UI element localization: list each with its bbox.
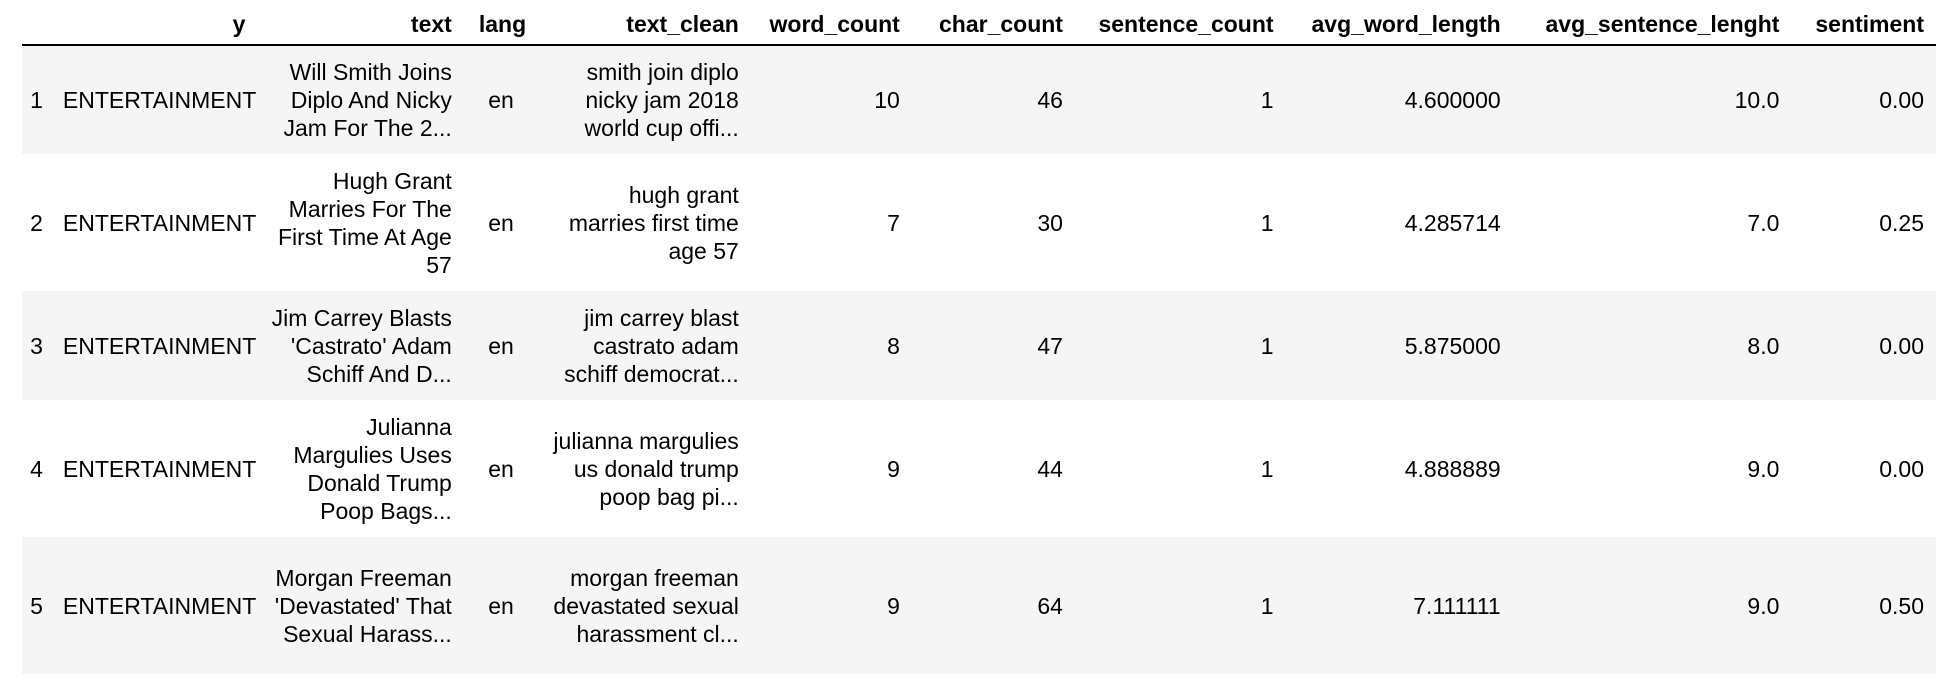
cell-sentence-count: 1: [1260, 592, 1274, 619]
header-text: text: [257, 0, 464, 46]
cell-avg-sentence-lenght: 9.0: [1747, 592, 1780, 619]
table-row: 1 ENTERTAINMENT Will Smith Joins Diplo A…: [22, 45, 1936, 154]
cell-text: Julianna Margulies Uses Donald Trump Poo…: [293, 413, 452, 524]
cell-word-count: 9: [887, 455, 900, 482]
cell-char-count: 64: [1037, 592, 1063, 619]
cell-text: Morgan Freeman 'Devastated' That Sexual …: [274, 564, 452, 647]
cell-word-count: 9: [887, 592, 900, 619]
row-index: 4: [30, 455, 43, 482]
cell-avg-word-length: 4.285714: [1404, 209, 1501, 236]
table-row: 5 ENTERTAINMENT Morgan Freeman 'Devastat…: [22, 537, 1936, 674]
cell-lang: en: [488, 332, 514, 359]
cell-avg-sentence-lenght: 9.0: [1747, 455, 1780, 482]
row-index: 2: [30, 209, 43, 236]
cell-text-clean: jim carrey blast castrato adam schiff de…: [564, 304, 739, 387]
cell-avg-sentence-lenght: 10.0: [1734, 87, 1780, 113]
cell-avg-word-length: 4.600000: [1404, 87, 1501, 113]
cell-text-clean: morgan freeman devastated sexual harassm…: [553, 564, 739, 647]
cell-text: Will Smith Joins Diplo And Nicky Jam For…: [283, 59, 452, 141]
cell-text: Jim Carrey Blasts 'Castrato' Adam Schiff…: [271, 304, 452, 387]
cell-word-count: 7: [887, 209, 900, 236]
header-lang: lang: [463, 0, 539, 46]
cell-lang: en: [488, 209, 514, 236]
header-avg-sentence-lenght: avg_sentence_lenght: [1512, 0, 1792, 46]
dataframe-table: y text lang text_clean word_count char_c…: [22, 0, 1936, 674]
header-y: y: [50, 0, 258, 46]
cell-char-count: 30: [1037, 209, 1063, 236]
header-avg-word-length: avg_word_length: [1285, 0, 1513, 46]
cell-text-clean: smith join diplo nicky jam 2018 world cu…: [584, 59, 739, 141]
header-row: y text lang text_clean word_count char_c…: [22, 0, 1936, 46]
cell-lang: en: [488, 87, 514, 113]
cell-text-clean: hugh grant marries first time age 57: [568, 181, 739, 264]
cell-text: Hugh Grant Marries For The First Time At…: [277, 167, 452, 278]
table-body: 1 ENTERTAINMENT Will Smith Joins Diplo A…: [22, 45, 1936, 674]
cell-avg-word-length: 7.111111: [1413, 592, 1501, 619]
cell-y: ENTERTAINMENT: [62, 455, 257, 482]
header-word-count: word_count: [750, 0, 912, 46]
header-sentence-count: sentence_count: [1074, 0, 1286, 46]
cell-avg-word-length: 4.888889: [1404, 455, 1501, 482]
table-row: 4 ENTERTAINMENT Julianna Margulies Uses …: [22, 400, 1936, 537]
cell-char-count: 44: [1037, 455, 1063, 482]
cell-sentence-count: 1: [1260, 209, 1274, 236]
header-char-count: char_count: [911, 0, 1075, 46]
cell-sentence-count: 1: [1260, 455, 1274, 482]
cell-avg-sentence-lenght: 7.0: [1747, 209, 1780, 236]
cell-y: ENTERTAINMENT: [62, 592, 257, 619]
row-index: 5: [30, 592, 43, 619]
cell-lang: en: [488, 592, 514, 619]
cell-char-count: 46: [1037, 87, 1063, 113]
cell-sentence-count: 1: [1260, 332, 1274, 359]
cell-avg-sentence-lenght: 8.0: [1747, 332, 1780, 359]
cell-avg-word-length: 5.875000: [1404, 332, 1501, 359]
table-row: 3 ENTERTAINMENT Jim Carrey Blasts 'Castr…: [22, 291, 1936, 400]
cell-y: ENTERTAINMENT: [62, 332, 257, 359]
cell-lang: en: [488, 455, 514, 482]
dataframe-output: y text lang text_clean word_count char_c…: [22, 0, 1936, 674]
row-index: 3: [30, 332, 43, 359]
table-header: y text lang text_clean word_count char_c…: [22, 0, 1936, 46]
header-text-clean: text_clean: [538, 0, 751, 46]
table-row: 2 ENTERTAINMENT Hugh Grant Marries For T…: [22, 154, 1936, 291]
cell-y: ENTERTAINMENT: [62, 87, 257, 113]
cell-char-count: 47: [1037, 332, 1063, 359]
cell-word-count: 8: [887, 332, 900, 359]
cell-sentiment: 0.00: [1879, 87, 1924, 113]
header-index: [22, 0, 51, 46]
cell-word-count: 10: [874, 87, 900, 113]
cell-sentiment: 0.25: [1879, 209, 1924, 236]
cell-sentiment: 0.00: [1879, 455, 1924, 482]
cell-sentiment: 0.50: [1879, 592, 1924, 619]
cell-sentence-count: 1: [1260, 87, 1274, 113]
cell-y: ENTERTAINMENT: [62, 209, 257, 236]
header-sentiment: sentiment: [1791, 0, 1936, 46]
cell-sentiment: 0.00: [1879, 332, 1924, 359]
cell-text-clean: julianna margulies us donald trump poop …: [553, 427, 739, 510]
row-index: 1: [30, 87, 43, 113]
